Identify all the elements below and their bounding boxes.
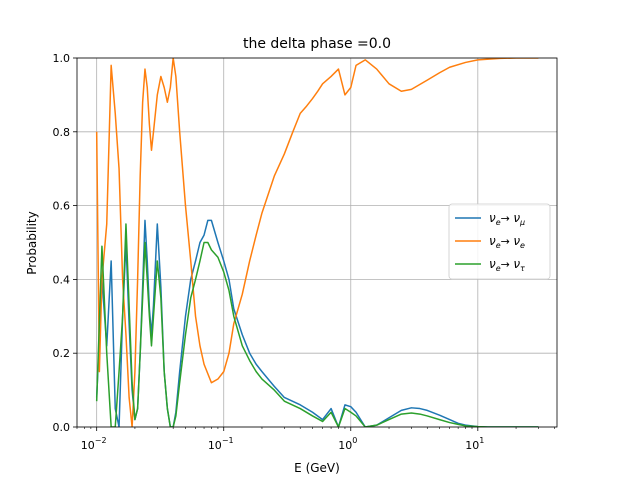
y-tick-label: 0.0 (53, 421, 71, 434)
x-axis-label: E (GeV) (294, 461, 340, 475)
x-tick-base: 10 (338, 439, 352, 452)
legend-sym: ν (489, 211, 496, 225)
x-tick-exponent: 1 (479, 436, 484, 445)
legend-sub2: e (520, 241, 525, 250)
legend-label: νe→ νμ (489, 211, 525, 227)
legend-arrow: → (501, 258, 514, 271)
y-tick-label: 0.2 (53, 347, 71, 360)
legend-sym2: ν (513, 211, 520, 225)
plot-frame (76, 57, 558, 428)
legend-arrow: → (501, 235, 514, 248)
x-tick-base: 10 (465, 439, 479, 452)
x-tick-exponent: −1 (222, 436, 234, 445)
legend-box (448, 203, 551, 280)
legend-sub2: μ (519, 218, 525, 227)
x-tick-label: 10−2 (81, 436, 107, 452)
series-line-2 (95, 58, 539, 427)
x-tick-label: 10−1 (208, 436, 234, 452)
x-tick-exponent: −2 (95, 436, 107, 445)
legend-sym: ν (489, 234, 496, 248)
x-tick-base: 10 (81, 439, 95, 452)
legend-sym2: ν (513, 257, 520, 271)
series-line-3 (95, 223, 539, 427)
legend-sub1: e (496, 264, 501, 273)
x-tick-label: 101 (465, 436, 484, 452)
x-tick-label: 100 (338, 436, 357, 452)
legend-sym: ν (489, 257, 496, 271)
y-axis: 0.0 0.2 0.4 0.6 0.8 1.0 (53, 52, 77, 434)
legend-label: νe→ νe (489, 234, 525, 250)
y-tick-label: 1.0 (53, 52, 71, 65)
y-tick-label: 0.8 (53, 126, 71, 139)
x-axis: 10−2 10−1 100 101 (76, 427, 555, 452)
x-tick-exponent: 0 (352, 436, 357, 445)
y-tick-label: 0.4 (53, 273, 71, 286)
y-axis-label: Probability (25, 211, 39, 274)
legend-sub2: τ (520, 264, 525, 273)
series-group (95, 58, 539, 427)
legend-sub1: e (496, 241, 501, 250)
legend-sub1: e (496, 218, 501, 227)
x-tick-base: 10 (208, 439, 222, 452)
legend-sym2: ν (513, 234, 520, 248)
legend-label: νe→ ντ (489, 257, 525, 273)
legend-arrow: → (501, 212, 514, 225)
chart-title: the delta phase =0.0 (243, 36, 391, 52)
y-tick-label: 0.6 (53, 200, 71, 213)
